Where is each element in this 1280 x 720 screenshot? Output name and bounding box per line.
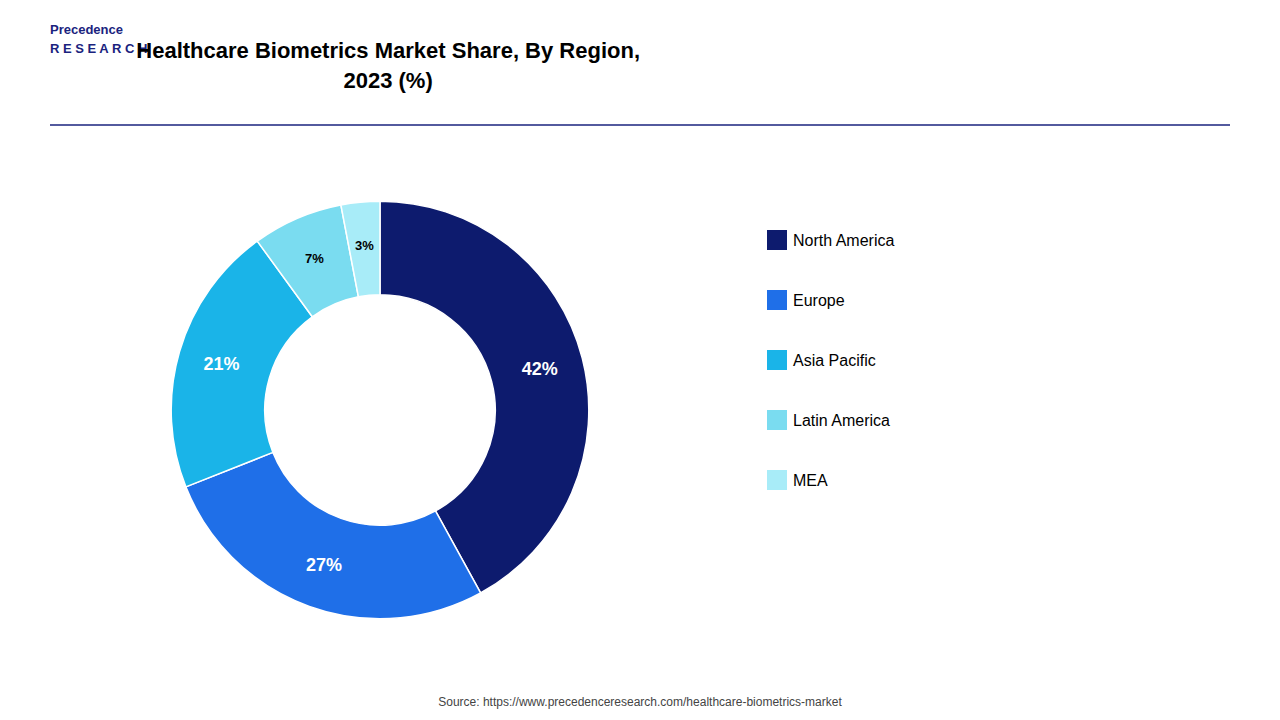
svg-text:Latin America: Latin America [793, 412, 890, 429]
svg-text:Source: https://www.precedence: Source: https://www.precedenceresearch.c… [438, 695, 842, 709]
svg-text:Europe: Europe [793, 292, 845, 309]
svg-text:Precedence: Precedence [50, 22, 123, 37]
svg-text:Asia Pacific: Asia Pacific [793, 352, 876, 369]
svg-text:27%: 27% [306, 555, 342, 575]
svg-text:2023 (%): 2023 (%) [343, 68, 432, 93]
svg-text:R E S E A R C H: R E S E A R C H [50, 41, 147, 56]
svg-text:Healthcare Biometrics Market S: Healthcare Biometrics Market Share, By R… [136, 38, 640, 63]
svg-text:7%: 7% [305, 251, 324, 266]
svg-text:21%: 21% [204, 354, 240, 374]
svg-text:42%: 42% [522, 359, 558, 379]
svg-text:MEA: MEA [793, 472, 828, 489]
svg-text:3%: 3% [355, 238, 374, 253]
svg-text:North America: North America [793, 232, 894, 249]
